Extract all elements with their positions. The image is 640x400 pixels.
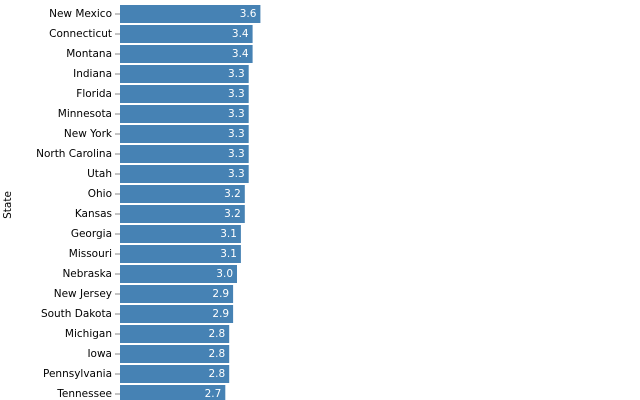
y-tick-label: Connecticut xyxy=(49,28,112,40)
value-label: 3.1 xyxy=(220,248,237,260)
bar xyxy=(120,125,249,143)
bar xyxy=(120,65,249,83)
value-label: 3.6 xyxy=(240,8,257,20)
bar xyxy=(120,345,230,363)
bar xyxy=(120,105,249,123)
y-tick-label: Pennsylvania xyxy=(43,368,112,380)
bar xyxy=(120,325,230,343)
y-axis-title: State xyxy=(2,191,14,219)
value-label: 2.8 xyxy=(208,368,225,380)
y-tick-label: Iowa xyxy=(87,348,112,360)
bar xyxy=(120,85,249,103)
y-tick-label: Missouri xyxy=(69,248,112,260)
y-tick-label: Nebraska xyxy=(62,268,112,280)
bar xyxy=(120,385,226,400)
value-label: 3.2 xyxy=(224,208,241,220)
bar xyxy=(120,245,241,263)
y-tick-label: Tennessee xyxy=(56,388,112,400)
value-label: 2.9 xyxy=(212,308,229,320)
y-tick-label: New Jersey xyxy=(54,288,112,300)
bar xyxy=(120,185,245,203)
value-label: 3.3 xyxy=(228,108,245,120)
value-label: 3.0 xyxy=(216,268,233,280)
y-tick-label: Indiana xyxy=(73,68,112,80)
y-tick-label: Florida xyxy=(76,88,112,100)
y-tick-label: Georgia xyxy=(71,228,112,240)
y-tick-label: Montana xyxy=(66,48,112,60)
value-label: 3.4 xyxy=(232,48,249,60)
value-label: 3.3 xyxy=(228,128,245,140)
y-tick-label: North Carolina xyxy=(36,148,112,160)
y-tick-label: Utah xyxy=(87,168,112,180)
value-label: 3.1 xyxy=(220,228,237,240)
bar xyxy=(120,365,230,383)
bar xyxy=(120,205,245,223)
bar xyxy=(120,285,234,303)
value-label: 2.8 xyxy=(208,328,225,340)
bar xyxy=(120,5,261,23)
bar xyxy=(120,165,249,183)
y-tick-label: South Dakota xyxy=(41,308,112,320)
y-tick-label: Kansas xyxy=(75,208,112,220)
y-tick-label: Ohio xyxy=(88,188,112,200)
value-label: 3.3 xyxy=(228,68,245,80)
value-label: 3.3 xyxy=(228,88,245,100)
y-tick-label: Minnesota xyxy=(58,108,112,120)
value-label: 2.7 xyxy=(205,388,222,400)
value-label: 3.2 xyxy=(224,188,241,200)
value-label: 2.8 xyxy=(208,348,225,360)
value-label: 3.3 xyxy=(228,168,245,180)
bar xyxy=(120,225,241,243)
bar xyxy=(120,25,253,43)
bar xyxy=(120,265,237,283)
value-label: 2.9 xyxy=(212,288,229,300)
y-tick-label: New Mexico xyxy=(49,8,112,20)
y-tick-label: New York xyxy=(64,128,113,140)
bar xyxy=(120,305,234,323)
bar xyxy=(120,45,253,63)
y-tick-label: Michigan xyxy=(65,328,112,340)
value-label: 3.4 xyxy=(232,28,249,40)
value-label: 3.3 xyxy=(228,148,245,160)
bar xyxy=(120,145,249,163)
